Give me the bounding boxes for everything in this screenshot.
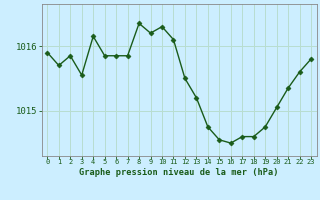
X-axis label: Graphe pression niveau de la mer (hPa): Graphe pression niveau de la mer (hPa)	[79, 168, 279, 177]
